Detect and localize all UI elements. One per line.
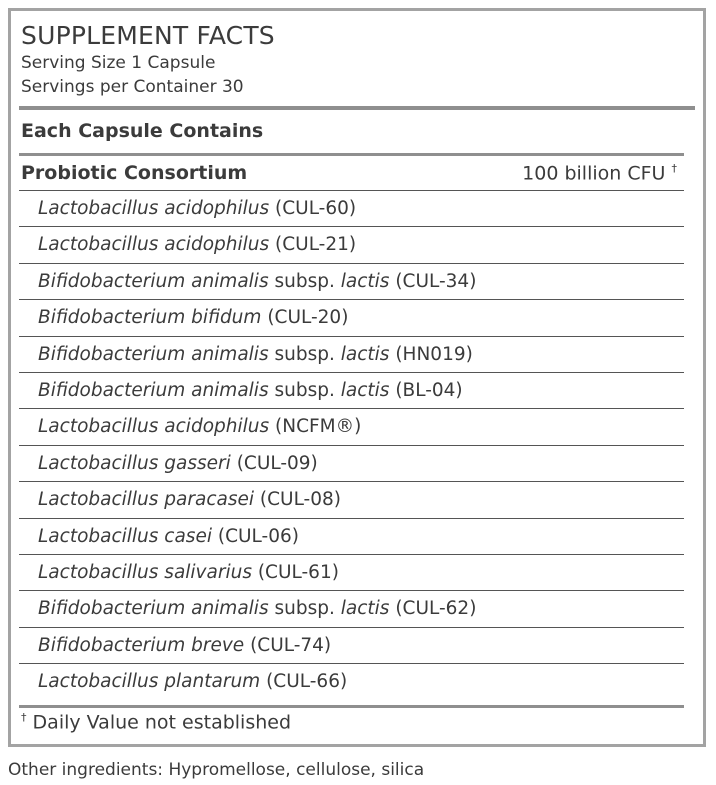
strain-subsp: subsp. bbox=[274, 598, 335, 620]
strain-species: Lactobacillus casei bbox=[38, 525, 212, 547]
strain-row: Lactobacillus acidophilus (NCFM®) bbox=[19, 409, 684, 446]
thin-divider bbox=[19, 190, 684, 191]
divider bbox=[19, 153, 684, 156]
strain-subsp-name: lactis bbox=[340, 270, 390, 292]
strain-species: Bifidobacterium bifidum bbox=[38, 307, 262, 329]
strain-list: Lactobacillus acidophilus (CUL-60) Lactob… bbox=[19, 191, 684, 699]
strain-code: (CUL-61) bbox=[257, 561, 339, 583]
strain-subsp-name: lactis bbox=[340, 598, 390, 620]
strain-species: Lactobacillus plantarum bbox=[38, 671, 261, 693]
strain-code: (CUL-60) bbox=[275, 198, 357, 219]
strain-code: (CUL-74) bbox=[250, 634, 332, 656]
strain-code: (HN019) bbox=[395, 343, 473, 365]
strain-code: (NCFM®) bbox=[275, 416, 362, 438]
strain-subsp-name: lactis bbox=[340, 343, 390, 365]
strain-species: Bifidobacterium animalis bbox=[38, 598, 269, 620]
strain-species: Bifidobacterium animalis bbox=[38, 270, 269, 292]
strain-species: Bifidobacterium breve bbox=[38, 634, 245, 656]
supplement-facts-panel: SUPPLEMENT FACTS Serving Size 1 Capsule … bbox=[8, 8, 706, 747]
strain-row: Bifidobacterium animalis subsp. lactis (… bbox=[19, 591, 684, 628]
other-ingredients: Other ingredients: Hypromellose, cellulo… bbox=[8, 760, 425, 780]
strain-code: (CUL-21) bbox=[275, 234, 357, 256]
strain-row: Bifidobacterium breve (CUL-74) bbox=[19, 628, 684, 665]
strain-code: (CUL-62) bbox=[395, 598, 477, 620]
strain-row: Lactobacillus plantarum (CUL-66) bbox=[19, 664, 684, 699]
strain-row: Bifidobacterium bifidum (CUL-20) bbox=[19, 300, 684, 337]
panel-title: SUPPLEMENT FACTS bbox=[21, 21, 275, 50]
strain-subsp-name: lactis bbox=[340, 379, 390, 401]
consortium-amount: 100 billion CFU † bbox=[522, 162, 677, 184]
strain-subsp: subsp. bbox=[274, 270, 335, 292]
strain-species: Lactobacillus acidophilus bbox=[38, 234, 270, 256]
strain-species: Bifidobacterium animalis bbox=[38, 343, 269, 365]
strain-code: (CUL-34) bbox=[395, 270, 477, 292]
dagger-mark: † bbox=[671, 162, 678, 175]
servings-per-container: Servings per Container 30 bbox=[21, 77, 244, 97]
strain-row: Bifidobacterium animalis subsp. lactis (… bbox=[19, 264, 684, 301]
strain-code: (CUL-06) bbox=[217, 525, 299, 547]
amount-text: 100 billion CFU bbox=[522, 162, 666, 185]
strain-species: Lactobacillus paracasei bbox=[38, 489, 254, 511]
strain-species: Lactobacillus salivarius bbox=[38, 561, 252, 583]
strain-row: Lactobacillus gasseri (CUL-09) bbox=[19, 446, 684, 483]
divider bbox=[19, 705, 684, 708]
strain-row: Lactobacillus salivarius (CUL-61) bbox=[19, 555, 684, 592]
strain-code: (CUL-09) bbox=[236, 452, 318, 474]
strain-row: Lactobacillus paracasei (CUL-08) bbox=[19, 482, 684, 519]
consortium-name: Probiotic Consortium bbox=[21, 162, 248, 184]
strain-row: Lactobacillus casei (CUL-06) bbox=[19, 519, 684, 555]
strain-code: (CUL-08) bbox=[259, 489, 341, 511]
footnote-text: Daily Value not established bbox=[32, 711, 292, 734]
strain-row: Lactobacillus acidophilus (CUL-60) bbox=[19, 191, 684, 228]
strain-species: Lactobacillus gasseri bbox=[38, 452, 231, 474]
strain-row: Lactobacillus acidophilus (CUL-21) bbox=[19, 227, 684, 264]
strain-species: Lactobacillus acidophilus bbox=[38, 416, 270, 438]
strain-species: Bifidobacterium animalis bbox=[38, 379, 269, 401]
thick-divider bbox=[19, 106, 695, 110]
strain-subsp: subsp. bbox=[274, 343, 335, 365]
footnote: † Daily Value not established bbox=[21, 711, 291, 733]
strain-subsp: subsp. bbox=[274, 379, 335, 401]
serving-size: Serving Size 1 Capsule bbox=[21, 53, 216, 73]
strain-row: Bifidobacterium animalis subsp. lactis (… bbox=[19, 373, 684, 410]
strain-species: Lactobacillus acidophilus bbox=[38, 198, 270, 219]
strain-code: (BL-04) bbox=[395, 379, 463, 401]
dagger-mark: † bbox=[21, 711, 27, 724]
strain-code: (CUL-20) bbox=[267, 307, 349, 329]
strain-row: Bifidobacterium animalis subsp. lactis (… bbox=[19, 337, 684, 373]
strain-code: (CUL-66) bbox=[266, 671, 348, 693]
section-header: Each Capsule Contains bbox=[21, 120, 264, 142]
